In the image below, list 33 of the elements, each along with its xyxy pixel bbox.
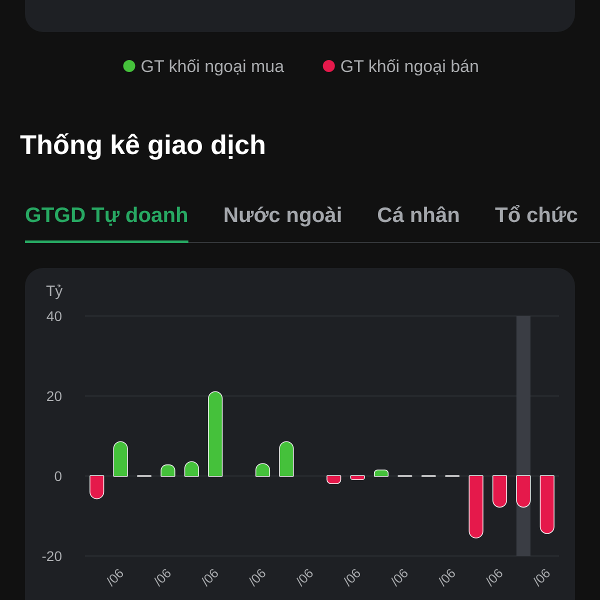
bar bbox=[279, 441, 294, 477]
x-tick-label: /06 bbox=[340, 566, 364, 589]
text: Cá nhân bbox=[377, 204, 460, 227]
x-tick-label: /06 bbox=[388, 566, 412, 589]
y-axis-title: Tỷ bbox=[46, 283, 64, 300]
text: GTGD Tự doanh bbox=[25, 204, 188, 227]
y-tick-label: -20 bbox=[42, 548, 62, 564]
chart-title: Thống kê giao dịch bbox=[20, 130, 266, 160]
x-tick-label: /06 bbox=[198, 566, 222, 589]
bar bbox=[326, 475, 342, 484]
bar bbox=[492, 475, 508, 508]
legend-label: GT khối ngoại bán bbox=[340, 57, 479, 76]
x-tick-label: /06 bbox=[530, 566, 554, 589]
y-tick-label: 0 bbox=[54, 468, 62, 484]
bar bbox=[374, 470, 389, 477]
bar bbox=[90, 475, 104, 500]
bar bbox=[540, 475, 554, 534]
bar bbox=[516, 475, 531, 508]
y-tick-label: 20 bbox=[46, 388, 62, 404]
text: Tổ chức bbox=[495, 204, 578, 227]
bar bbox=[468, 475, 484, 538]
x-tick-label: /06 bbox=[103, 566, 127, 589]
y-tick-label: 40 bbox=[46, 308, 62, 324]
x-tick-label: /06 bbox=[482, 566, 506, 589]
bar bbox=[113, 441, 128, 477]
bar bbox=[208, 391, 223, 477]
bar bbox=[350, 475, 365, 480]
x-tick-label: /06 bbox=[245, 566, 269, 589]
x-tick-label: /06 bbox=[435, 566, 458, 589]
x-tick-label: /06 bbox=[150, 566, 174, 589]
text: Nước ngoài bbox=[223, 204, 342, 227]
x-tick-label: /06 bbox=[292, 566, 316, 589]
legend-label: GT khối ngoại mua bbox=[140, 57, 285, 76]
